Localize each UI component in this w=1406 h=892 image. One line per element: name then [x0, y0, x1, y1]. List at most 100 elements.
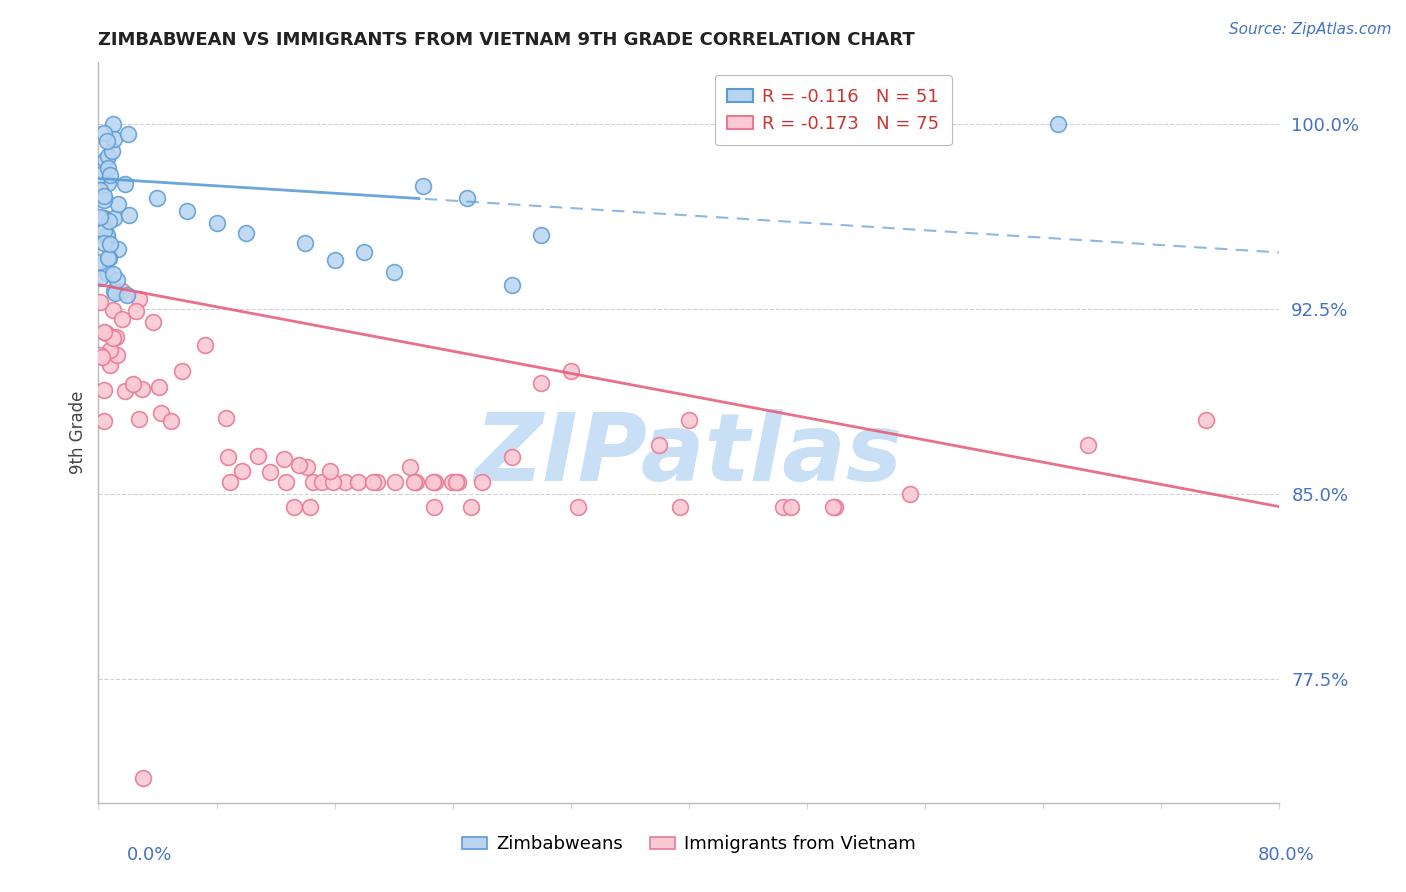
- Point: [114, 177, 136, 191]
- Point: [678, 413, 700, 427]
- Point: [121, 376, 143, 391]
- Point: [114, 384, 136, 398]
- Point: [311, 475, 333, 489]
- Point: [347, 475, 370, 489]
- Point: [404, 475, 426, 489]
- Point: [107, 242, 129, 256]
- Point: [1195, 413, 1218, 427]
- Point: [235, 226, 257, 240]
- Point: [89, 210, 111, 224]
- Point: [93, 153, 115, 167]
- Point: [96, 266, 118, 280]
- Point: [215, 411, 238, 425]
- Point: [319, 464, 342, 478]
- Point: [105, 348, 128, 362]
- Point: [441, 475, 464, 489]
- Point: [115, 287, 138, 301]
- Point: [283, 500, 305, 514]
- Point: [382, 265, 405, 279]
- Point: [111, 312, 134, 326]
- Point: [423, 500, 446, 514]
- Point: [399, 460, 422, 475]
- Point: [89, 348, 111, 362]
- Point: [298, 500, 321, 514]
- Point: [457, 191, 479, 205]
- Point: [89, 294, 111, 309]
- Point: [97, 251, 120, 265]
- Point: [333, 475, 356, 489]
- Point: [246, 450, 269, 464]
- Point: [231, 465, 253, 479]
- Point: [93, 193, 115, 207]
- Point: [412, 178, 434, 193]
- Point: [111, 284, 134, 298]
- Point: [100, 168, 122, 182]
- Point: [97, 161, 120, 175]
- Point: [205, 216, 228, 230]
- Point: [98, 358, 121, 372]
- Point: [170, 364, 193, 378]
- Point: [361, 475, 384, 489]
- Point: [93, 211, 115, 225]
- Point: [273, 452, 295, 467]
- Text: 0.0%: 0.0%: [127, 846, 172, 863]
- Point: [274, 475, 297, 489]
- Point: [501, 277, 523, 292]
- Point: [648, 438, 671, 452]
- Point: [93, 414, 115, 428]
- Point: [823, 500, 845, 514]
- Point: [900, 487, 922, 501]
- Point: [103, 211, 125, 225]
- Point: [900, 832, 922, 847]
- Point: [91, 350, 114, 364]
- Point: [567, 500, 589, 514]
- Point: [97, 176, 120, 190]
- Point: [1046, 117, 1070, 131]
- Point: [288, 458, 311, 472]
- Text: 80.0%: 80.0%: [1258, 846, 1315, 863]
- Point: [93, 188, 115, 202]
- Point: [131, 382, 153, 396]
- Point: [89, 183, 111, 197]
- Point: [384, 475, 406, 489]
- Text: ZIPatlas: ZIPatlas: [475, 409, 903, 500]
- Point: [669, 500, 692, 514]
- Point: [530, 376, 553, 391]
- Point: [259, 465, 281, 479]
- Point: [294, 235, 316, 250]
- Point: [194, 338, 217, 352]
- Point: [105, 330, 128, 344]
- Point: [89, 271, 111, 285]
- Point: [471, 475, 494, 489]
- Point: [89, 255, 111, 269]
- Point: [142, 315, 165, 329]
- Point: [302, 475, 325, 489]
- Point: [105, 272, 128, 286]
- Point: [93, 383, 115, 397]
- Point: [96, 227, 118, 242]
- Point: [460, 500, 482, 514]
- Point: [103, 285, 125, 299]
- Point: [560, 364, 582, 378]
- Point: [1077, 438, 1099, 452]
- Point: [98, 343, 121, 357]
- Point: [779, 500, 801, 514]
- Point: [501, 450, 523, 465]
- Point: [772, 500, 794, 514]
- Point: [405, 475, 427, 489]
- Point: [353, 245, 375, 260]
- Point: [176, 203, 198, 218]
- Point: [89, 169, 111, 183]
- Point: [217, 450, 239, 464]
- Point: [117, 127, 139, 141]
- Point: [93, 224, 115, 238]
- Point: [101, 302, 124, 317]
- Point: [97, 149, 120, 163]
- Point: [104, 285, 127, 300]
- Text: Source: ZipAtlas.com: Source: ZipAtlas.com: [1229, 22, 1392, 37]
- Point: [824, 500, 846, 514]
- Point: [446, 475, 468, 489]
- Point: [530, 228, 553, 243]
- Point: [93, 126, 115, 140]
- Point: [128, 293, 150, 307]
